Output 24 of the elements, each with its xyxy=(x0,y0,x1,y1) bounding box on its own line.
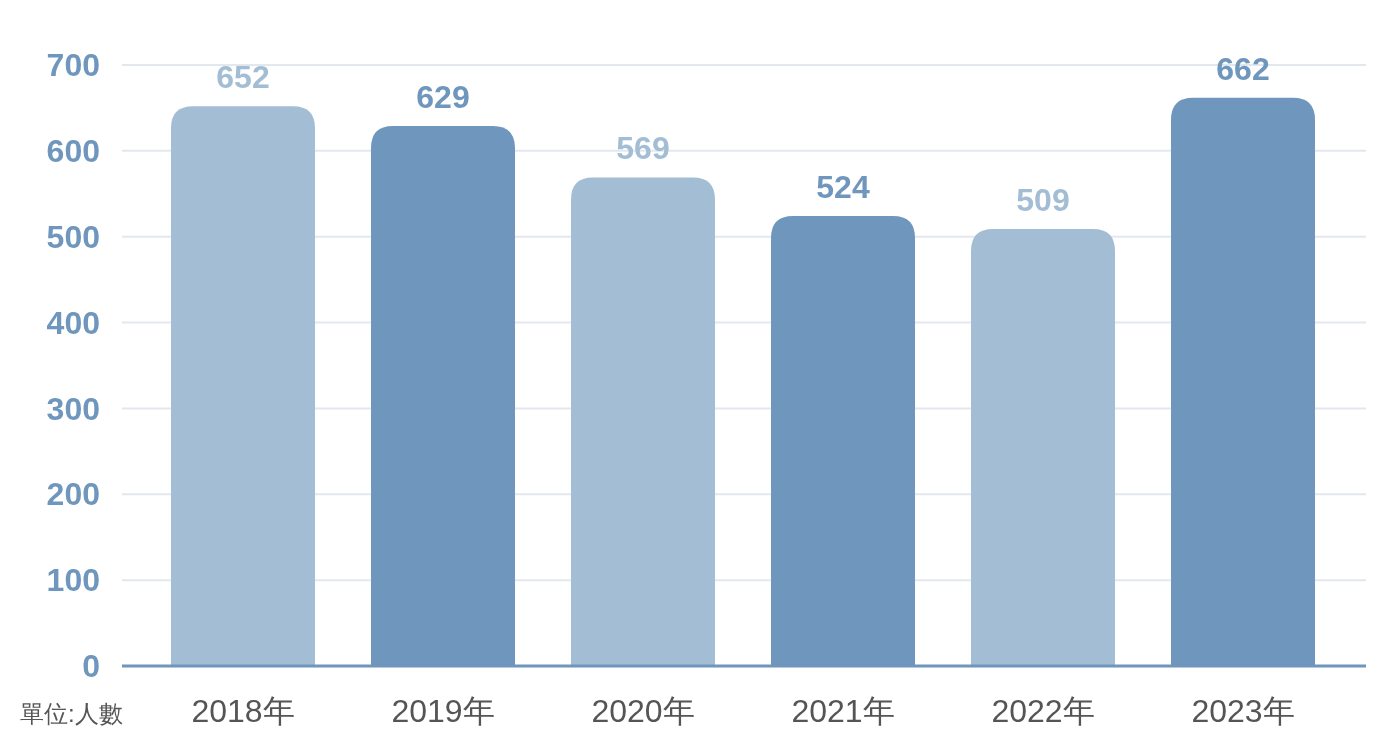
y-tick-label: 200 xyxy=(46,476,100,513)
data-label: 629 xyxy=(416,78,470,115)
data-label: 652 xyxy=(216,59,270,96)
y-tick-label: 700 xyxy=(46,47,100,84)
y-tick-label: 400 xyxy=(46,304,100,341)
bar xyxy=(971,228,1115,666)
bar xyxy=(571,177,715,666)
data-label: 569 xyxy=(616,130,670,167)
y-tick-label: 600 xyxy=(46,133,100,170)
x-tick-label: 2022年 xyxy=(991,693,1095,729)
data-label: 524 xyxy=(816,169,870,206)
y-tick-label: 500 xyxy=(46,218,100,255)
data-label: 509 xyxy=(1016,181,1070,218)
x-tick-label: 2018年 xyxy=(191,693,295,729)
y-tick-label: 300 xyxy=(46,390,100,427)
x-tick-label: 2019年 xyxy=(391,693,495,729)
x-tick-label: 2023年 xyxy=(1191,693,1295,729)
bar xyxy=(171,106,315,666)
text: 單位:人數 xyxy=(20,700,123,727)
data-label: 662 xyxy=(1216,50,1270,87)
x-tick-label: 2020年 xyxy=(591,693,695,729)
x-tick-label: 2021年 xyxy=(791,693,895,729)
y-tick-label: 0 xyxy=(82,648,100,685)
y-tick-label: 100 xyxy=(46,562,100,599)
